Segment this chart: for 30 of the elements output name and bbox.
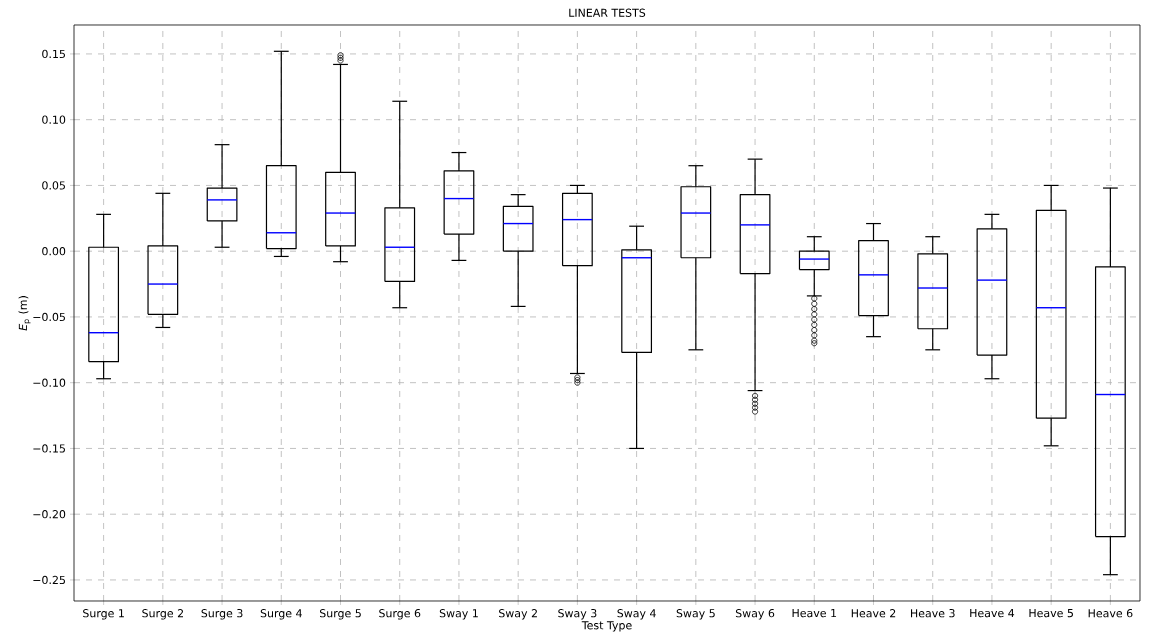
x-tick-label: Surge 1 bbox=[83, 609, 124, 620]
x-tick-label: Heave 5 bbox=[1029, 609, 1073, 618]
x-tick-label: Surge 2 bbox=[142, 609, 183, 620]
x-tick-label: Sway 3 bbox=[558, 609, 597, 620]
x-tick-label: Surge 5 bbox=[319, 609, 361, 620]
x-tick-label: Surge 4 bbox=[260, 609, 302, 620]
x-tick-label: Heave 3 bbox=[911, 609, 955, 618]
y-tick-label: 0.00 bbox=[42, 247, 66, 256]
x-tick-label: Sway 2 bbox=[499, 609, 537, 620]
y-tick-label: 0.15 bbox=[42, 49, 65, 59]
y-tick-label: −0.10 bbox=[33, 378, 66, 387]
x-tick-label: Sway 1 bbox=[439, 609, 478, 620]
x-tick-label: Heave 4 bbox=[970, 609, 1015, 618]
y-tick-label: −0.25 bbox=[33, 575, 65, 585]
x-tick-label: Surge 6 bbox=[379, 609, 421, 620]
y-tick-label: 0.10 bbox=[42, 115, 66, 124]
x-tick-label: Sway 6 bbox=[735, 609, 775, 620]
x-tick-label: Sway 5 bbox=[676, 609, 715, 620]
x-tick-label: Heave 1 bbox=[792, 609, 837, 618]
x-tick-label: Heave 2 bbox=[851, 609, 896, 618]
y-tick-label: −0.15 bbox=[33, 444, 65, 453]
chart-title: LINEAR TESTS bbox=[569, 8, 646, 17]
y-tick-label: −0.20 bbox=[33, 510, 66, 519]
x-tick-label: Heave 6 bbox=[1088, 609, 1133, 618]
y-tick-label: 0.05 bbox=[42, 181, 65, 190]
y-tick-label: −0.05 bbox=[33, 312, 65, 322]
x-tick-label: Sway 4 bbox=[617, 609, 656, 620]
x-tick-label: Surge 3 bbox=[201, 609, 243, 620]
x-axis-title: Test Type bbox=[581, 621, 632, 632]
y-axis-title: E$_{p}$ (m) bbox=[18, 296, 31, 331]
